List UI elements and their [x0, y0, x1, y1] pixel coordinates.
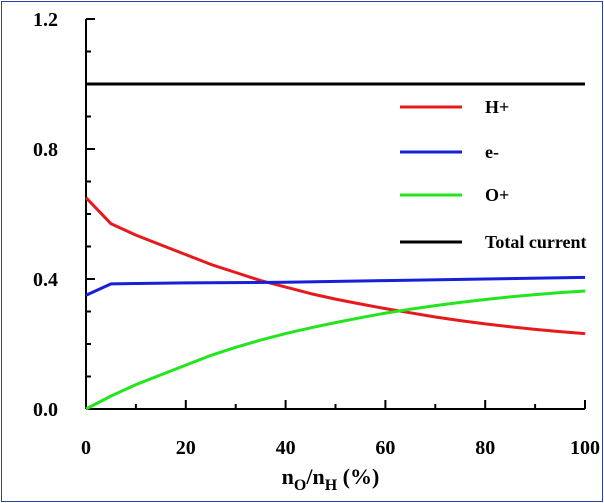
x-tick-label: 100 — [570, 437, 600, 459]
legend: H+ e- O+ Total current — [400, 97, 587, 252]
legend-label-o-: O+ — [485, 185, 509, 205]
axes — [85, 19, 585, 410]
x-axis-title-main: n — [282, 464, 294, 489]
x-axis-title-sub1: O — [294, 477, 306, 494]
legend-label-total-current: Total current — [485, 232, 587, 252]
y-tick-label: 0.0 — [33, 399, 58, 421]
x-ticks: 0 20 40 60 80 100 — [81, 400, 600, 459]
x-tick-label: 80 — [475, 437, 495, 459]
y-tick-label: 0.4 — [33, 269, 58, 291]
x-axis-title-slash: /n — [305, 464, 324, 489]
series-line-o- — [85, 289, 586, 411]
series-line-e- — [85, 275, 586, 297]
series-line-h- — [84, 196, 586, 336]
y-tick-label: 1.2 — [33, 9, 58, 31]
legend-label-h-: H+ — [485, 97, 509, 117]
x-tick-label: 60 — [375, 437, 395, 459]
legend-label-e-: e- — [485, 142, 499, 162]
series-layer — [84, 82, 586, 411]
y-tick-label: 0.8 — [33, 139, 58, 161]
x-axis-title-unit: (%) — [337, 464, 379, 489]
x-axis-title: nO/nH (%) — [282, 464, 380, 494]
x-tick-label: 40 — [276, 437, 296, 459]
x-tick-label: 20 — [176, 437, 196, 459]
x-axis-title-sub2: H — [325, 477, 338, 494]
x-tick-label: 0 — [81, 437, 91, 459]
